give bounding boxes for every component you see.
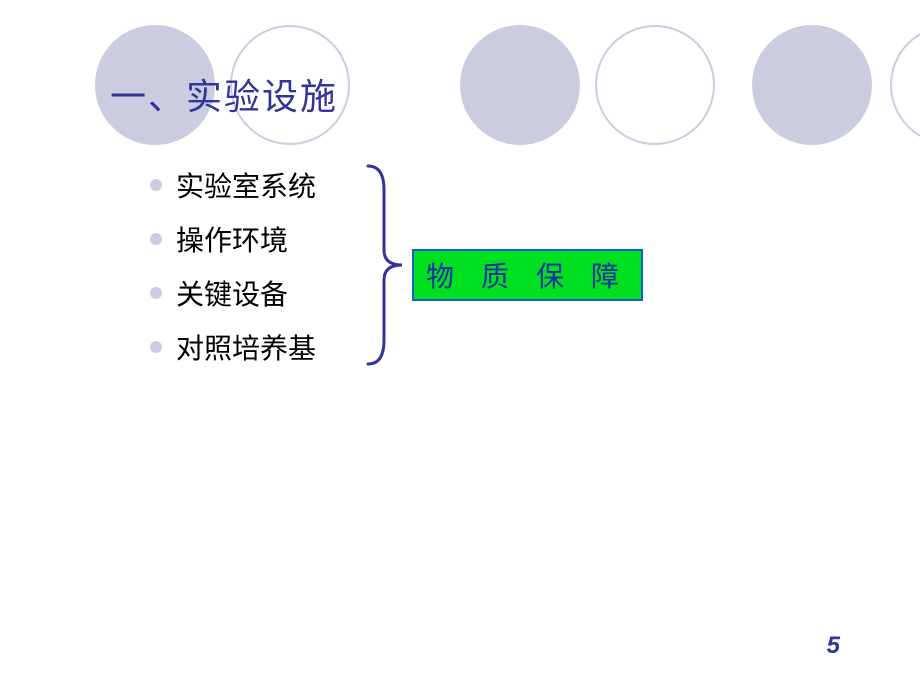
- bullet-text: 实验室系统: [176, 165, 316, 205]
- slide-title: 一、实验设施: [110, 68, 338, 120]
- bullet-icon: [150, 179, 162, 191]
- bullet-icon: [150, 233, 162, 245]
- bullet-text: 对照培养基: [176, 327, 316, 367]
- bullet-text: 操作环境: [176, 219, 288, 259]
- list-item: 实验室系统: [150, 165, 316, 205]
- list-item: 对照培养基: [150, 327, 316, 367]
- summary-label-text: 物 质 保 障: [426, 262, 629, 293]
- deco-circle-6: [890, 25, 920, 145]
- page-number: 5: [827, 632, 840, 660]
- deco-circle-5: [752, 25, 872, 145]
- list-item: 操作环境: [150, 219, 316, 259]
- deco-circle-4: [595, 25, 715, 145]
- bullet-icon: [150, 341, 162, 353]
- bullet-list: 实验室系统 操作环境 关键设备 对照培养基: [150, 165, 316, 381]
- summary-label: 物 质 保 障: [412, 249, 643, 301]
- bullet-icon: [150, 287, 162, 299]
- brace-icon: [360, 160, 410, 370]
- list-item: 关键设备: [150, 273, 316, 313]
- deco-circle-3: [460, 25, 580, 145]
- bullet-text: 关键设备: [176, 273, 288, 313]
